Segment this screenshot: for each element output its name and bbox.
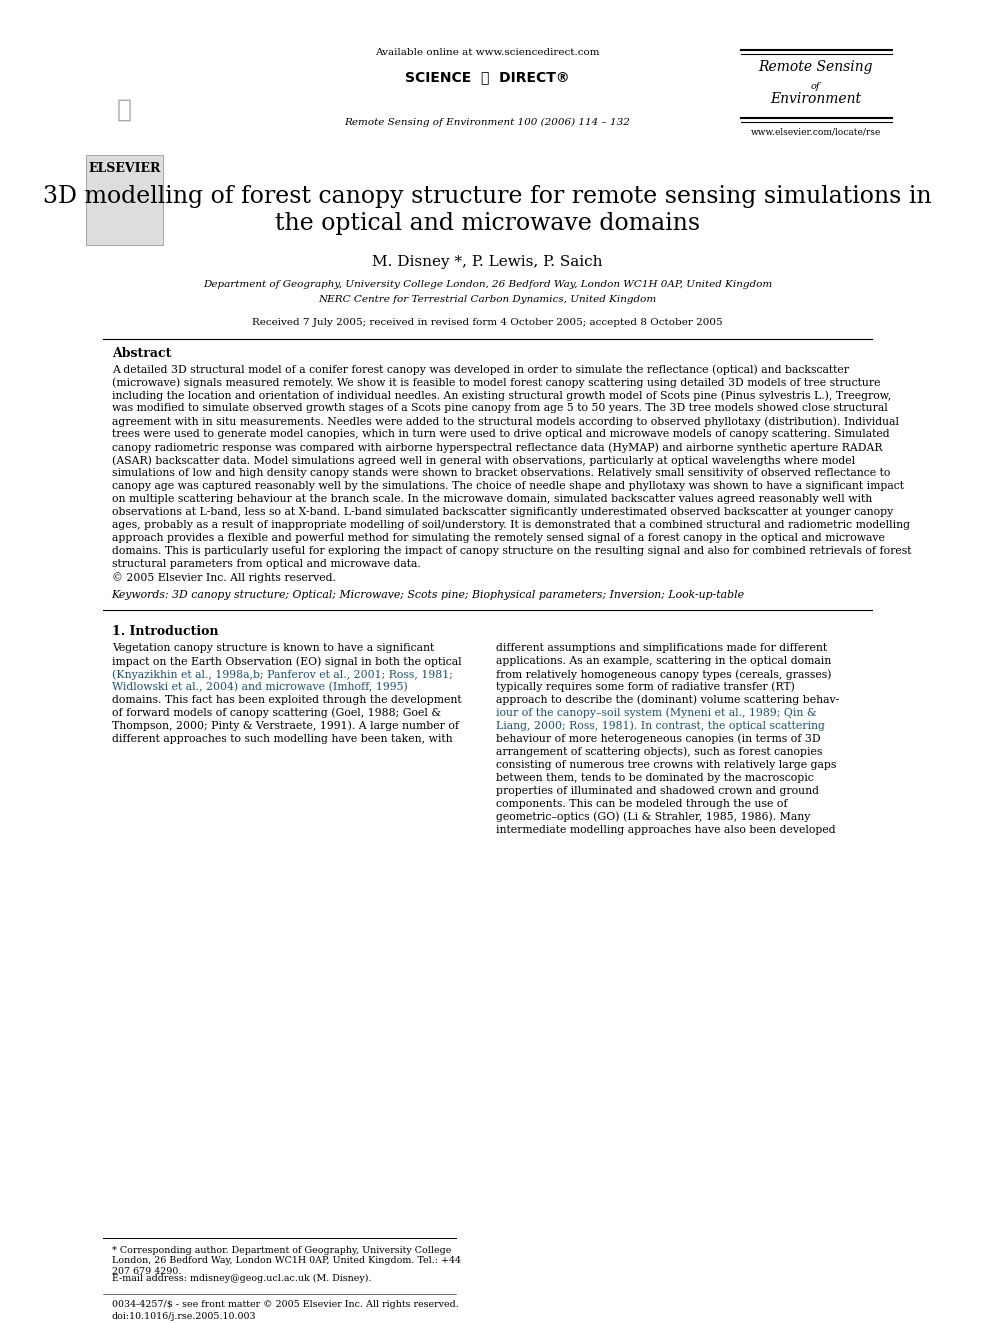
Text: Thompson, 2000; Pinty & Verstraete, 1991). A large number of: Thompson, 2000; Pinty & Verstraete, 1991… (112, 721, 458, 732)
Text: 0034-4257/$ - see front matter © 2005 Elsevier Inc. All rights reserved.: 0034-4257/$ - see front matter © 2005 El… (112, 1301, 458, 1308)
Text: approach to describe the (dominant) volume scattering behav-: approach to describe the (dominant) volu… (496, 695, 839, 705)
Text: 1. Introduction: 1. Introduction (112, 624, 218, 638)
Text: NERC Centre for Terrestrial Carbon Dynamics, United Kingdom: NERC Centre for Terrestrial Carbon Dynam… (318, 295, 657, 303)
Text: observations at L-band, less so at X-band. L-band simulated backscatter signific: observations at L-band, less so at X-ban… (112, 507, 893, 517)
Text: of forward models of canopy scattering (Goel, 1988; Goel &: of forward models of canopy scattering (… (112, 708, 440, 718)
Text: www.elsevier.com/locate/rse: www.elsevier.com/locate/rse (751, 128, 881, 136)
Text: ages, probably as a result of inappropriate modelling of soil/understory. It is : ages, probably as a result of inappropri… (112, 520, 910, 531)
Text: between them, tends to be dominated by the macroscopic: between them, tends to be dominated by t… (496, 773, 813, 783)
Text: Liang, 2000; Ross, 1981). In contrast, the optical scattering: Liang, 2000; Ross, 1981). In contrast, t… (496, 721, 825, 732)
Text: © 2005 Elsevier Inc. All rights reserved.: © 2005 Elsevier Inc. All rights reserved… (112, 572, 335, 583)
Text: Widlowski et al., 2004) and microwave (Imhoff, 1995): Widlowski et al., 2004) and microwave (I… (112, 681, 408, 692)
Text: 3D modelling of forest canopy structure for remote sensing simulations in: 3D modelling of forest canopy structure … (43, 185, 931, 208)
Text: domains. This is particularly useful for exploring the impact of canopy structur: domains. This is particularly useful for… (112, 546, 911, 556)
Text: behaviour of more heterogeneous canopies (in terms of 3D: behaviour of more heterogeneous canopies… (496, 734, 820, 745)
Text: approach provides a flexible and powerful method for simulating the remotely sen: approach provides a flexible and powerfu… (112, 533, 885, 544)
Text: Remote Sensing: Remote Sensing (759, 60, 873, 74)
Text: (microwave) signals measured remotely. We show it is feasible to model forest ca: (microwave) signals measured remotely. W… (112, 377, 880, 388)
Text: on multiple scattering behaviour at the branch scale. In the microwave domain, s: on multiple scattering behaviour at the … (112, 495, 872, 504)
Text: arrangement of scattering objects), such as forest canopies: arrangement of scattering objects), such… (496, 746, 822, 757)
Text: impact on the Earth Observation (EO) signal in both the optical: impact on the Earth Observation (EO) sig… (112, 656, 461, 667)
Text: domains. This fact has been exploited through the development: domains. This fact has been exploited th… (112, 695, 461, 705)
Text: consisting of numerous tree crowns with relatively large gaps: consisting of numerous tree crowns with … (496, 759, 836, 770)
Text: Vegetation canopy structure is known to have a significant: Vegetation canopy structure is known to … (112, 643, 434, 654)
Text: Received 7 July 2005; received in revised form 4 October 2005; accepted 8 Octobe: Received 7 July 2005; received in revise… (252, 318, 722, 327)
Text: properties of illuminated and shadowed crown and ground: properties of illuminated and shadowed c… (496, 786, 819, 795)
Text: structural parameters from optical and microwave data.: structural parameters from optical and m… (112, 560, 421, 569)
Text: Remote Sensing of Environment 100 (2006) 114 – 132: Remote Sensing of Environment 100 (2006)… (344, 118, 630, 127)
Text: iour of the canopy–soil system (Myneni et al., 1989; Qin &: iour of the canopy–soil system (Myneni e… (496, 708, 816, 718)
Text: simulations of low and high density canopy stands were shown to bracket observat: simulations of low and high density cano… (112, 468, 890, 479)
Text: 🌳: 🌳 (117, 98, 132, 122)
Text: ELSEVIER: ELSEVIER (88, 161, 161, 175)
Text: (ASAR) backscatter data. Model simulations agreed well in general with observati: (ASAR) backscatter data. Model simulatio… (112, 455, 855, 466)
Text: Environment: Environment (770, 91, 861, 106)
Text: applications. As an example, scattering in the optical domain: applications. As an example, scattering … (496, 656, 831, 665)
Text: (Knyazikhin et al., 1998a,b; Panferov et al., 2001; Ross, 1981;: (Knyazikhin et al., 1998a,b; Panferov et… (112, 669, 452, 680)
Text: doi:10.1016/j.rse.2005.10.003: doi:10.1016/j.rse.2005.10.003 (112, 1312, 256, 1320)
Text: canopy radiometric response was compared with airborne hyperspectral reflectance: canopy radiometric response was compared… (112, 442, 882, 452)
Text: was modified to simulate observed growth stages of a Scots pine canopy from age : was modified to simulate observed growth… (112, 404, 888, 413)
Text: of: of (810, 82, 820, 91)
Text: components. This can be modeled through the use of: components. This can be modeled through … (496, 799, 788, 808)
Text: including the location and orientation of individual needles. An existing struct: including the location and orientation o… (112, 390, 891, 401)
Text: A detailed 3D structural model of a conifer forest canopy was developed in order: A detailed 3D structural model of a coni… (112, 364, 848, 374)
Text: different assumptions and simplifications made for different: different assumptions and simplification… (496, 643, 827, 654)
Text: trees were used to generate model canopies, which in turn were used to drive opt: trees were used to generate model canopi… (112, 430, 889, 439)
Text: agreement with in situ measurements. Needles were added to the structural models: agreement with in situ measurements. Nee… (112, 417, 899, 427)
Text: typically requires some form of radiative transfer (RT): typically requires some form of radiativ… (496, 681, 795, 692)
Text: canopy age was captured reasonably well by the simulations. The choice of needle: canopy age was captured reasonably well … (112, 482, 904, 491)
Text: Available online at www.sciencedirect.com: Available online at www.sciencedirect.co… (375, 48, 599, 57)
Text: intermediate modelling approaches have also been developed: intermediate modelling approaches have a… (496, 824, 835, 835)
Text: * Corresponding author. Department of Geography, University College
London, 26 B: * Corresponding author. Department of Ge… (112, 1246, 460, 1275)
Text: Keywords: 3D canopy structure; Optical; Microwave; Scots pine; Biophysical param: Keywords: 3D canopy structure; Optical; … (112, 590, 745, 601)
Text: from relatively homogeneous canopy types (cereals, grasses): from relatively homogeneous canopy types… (496, 669, 831, 680)
Text: the optical and microwave domains: the optical and microwave domains (275, 212, 700, 234)
Text: E-mail address: mdisney@geog.ucl.ac.uk (M. Disney).: E-mail address: mdisney@geog.ucl.ac.uk (… (112, 1274, 371, 1283)
Text: M. Disney *, P. Lewis, P. Saich: M. Disney *, P. Lewis, P. Saich (372, 254, 602, 269)
Text: Abstract: Abstract (112, 348, 171, 360)
Text: SCIENCE  ⓐ  DIRECT®: SCIENCE ⓐ DIRECT® (405, 70, 569, 83)
Text: different approaches to such modelling have been taken, with: different approaches to such modelling h… (112, 734, 452, 744)
Text: Department of Geography, University College London, 26 Bedford Way, London WC1H : Department of Geography, University Coll… (202, 279, 772, 288)
Text: geometric–optics (GO) (Li & Strahler, 1985, 1986). Many: geometric–optics (GO) (Li & Strahler, 19… (496, 812, 810, 823)
Bar (85, 155, 164, 245)
